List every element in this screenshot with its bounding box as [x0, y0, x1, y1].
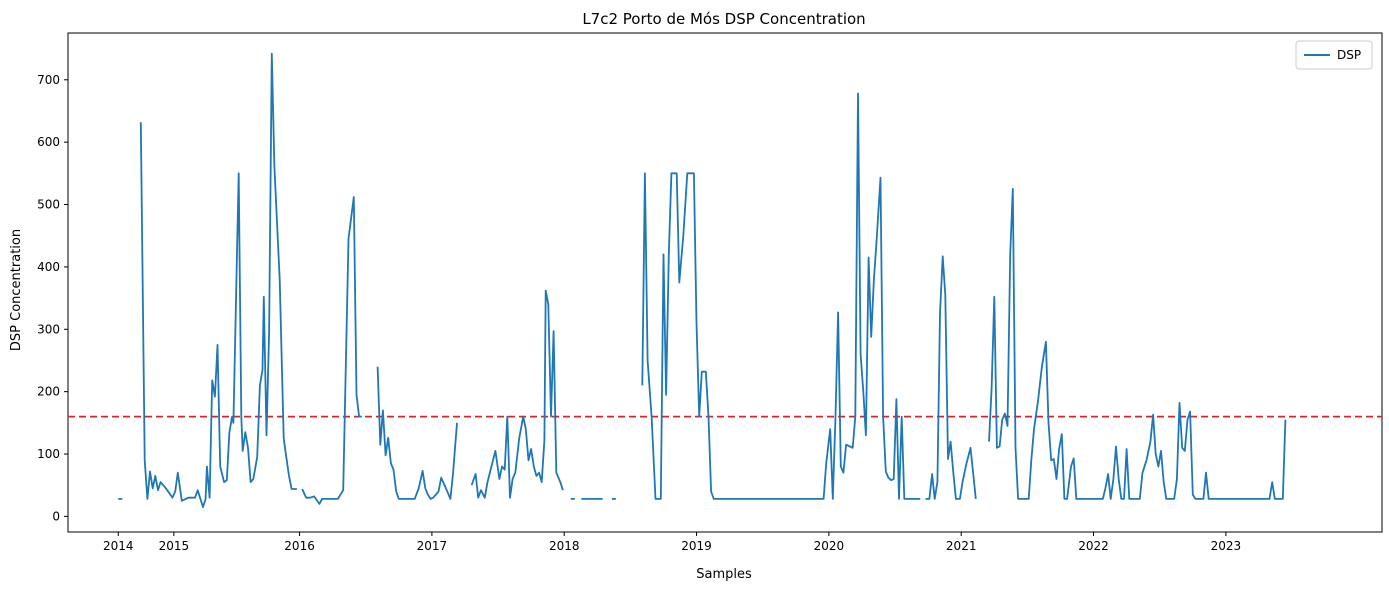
y-tick-label: 700 — [37, 73, 60, 87]
plot-frame — [67, 32, 1383, 533]
y-tick-label: 300 — [37, 322, 60, 336]
x-tick-label: 2015 — [159, 539, 190, 553]
x-axis-label: Samples — [696, 567, 752, 582]
legend-entry-dsp: DSP — [1337, 48, 1361, 62]
x-tick-label: 2014 — [103, 539, 134, 553]
chart-title: L7c2 Porto de Mós DSP Concentration — [582, 10, 865, 28]
x-tick-label: 2023 — [1211, 539, 1242, 553]
series-line-dsp-segment-2 — [301, 196, 362, 505]
x-tick-label: 2022 — [1078, 539, 1109, 553]
y-tick-label: 400 — [37, 260, 60, 274]
series-line-dsp-segment-4 — [470, 289, 564, 499]
y-tick-label: 0 — [52, 509, 60, 523]
series-line-dsp-segment-8 — [641, 92, 921, 500]
series-line-dsp-segment-9 — [925, 255, 977, 500]
y-tick-label: 600 — [37, 135, 60, 149]
x-tick-label: 2021 — [946, 539, 977, 553]
legend: DSP — [1295, 40, 1373, 70]
x-tick-label: 2020 — [814, 539, 845, 553]
x-tick-label: 2018 — [549, 539, 580, 553]
y-axis-label: DSP Concentration — [9, 229, 24, 351]
x-tick-label: 2017 — [417, 539, 448, 553]
legend-box — [1295, 40, 1373, 70]
series-line-dsp-segment-10 — [988, 188, 1287, 500]
y-tick-label: 100 — [37, 447, 60, 461]
x-tick-label: 2016 — [284, 539, 315, 553]
series-line-dsp-segment-1 — [139, 52, 297, 508]
y-tick-label: 500 — [37, 198, 60, 212]
series-line-dsp-segment-3 — [376, 366, 458, 500]
x-tick-label: 2019 — [681, 539, 712, 553]
y-tick-label: 200 — [37, 385, 60, 399]
